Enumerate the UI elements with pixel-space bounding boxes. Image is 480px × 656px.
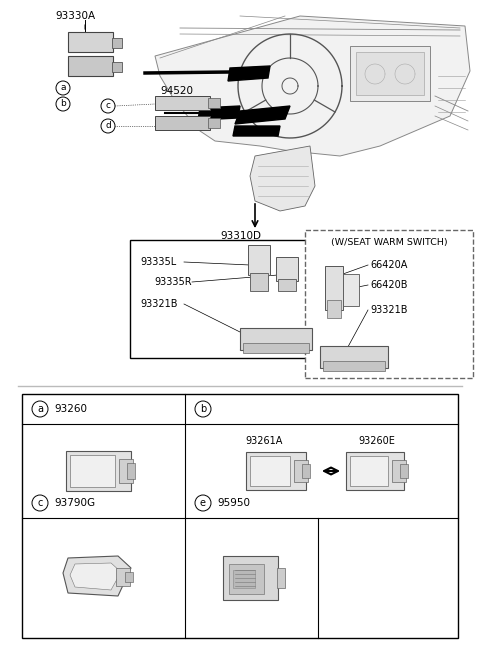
Bar <box>276 257 298 281</box>
Bar <box>350 456 388 486</box>
Polygon shape <box>63 556 131 596</box>
Bar <box>346 452 404 490</box>
Polygon shape <box>70 563 121 590</box>
Bar <box>243 343 309 353</box>
Text: 93790G: 93790G <box>54 498 95 508</box>
Text: 95950: 95950 <box>217 498 250 508</box>
Bar <box>278 279 296 291</box>
Polygon shape <box>155 16 470 156</box>
Bar <box>155 116 210 130</box>
Bar <box>68 32 113 52</box>
Polygon shape <box>228 66 270 81</box>
Bar <box>392 460 406 482</box>
Text: b: b <box>60 100 66 108</box>
Bar <box>400 464 408 478</box>
Bar <box>277 568 285 588</box>
Bar <box>68 56 113 76</box>
Text: 93330A: 93330A <box>55 11 95 21</box>
Bar <box>233 570 255 588</box>
Bar <box>250 456 290 486</box>
Bar <box>119 459 133 483</box>
Bar <box>250 273 268 291</box>
Text: a: a <box>60 83 66 92</box>
Bar <box>208 98 220 108</box>
Bar <box>240 328 312 350</box>
Bar <box>343 274 359 306</box>
Bar <box>116 568 130 586</box>
Bar <box>246 452 306 490</box>
Text: 93261A: 93261A <box>245 436 283 446</box>
Text: c: c <box>106 102 110 110</box>
Text: c: c <box>37 498 43 508</box>
Bar <box>248 245 270 275</box>
Text: 94520: 94520 <box>160 86 193 96</box>
Bar <box>127 463 135 479</box>
Bar <box>66 451 131 491</box>
Text: (W/SEAT WARM SWITCH): (W/SEAT WARM SWITCH) <box>331 237 447 247</box>
Bar <box>356 52 424 95</box>
Text: 66420B: 66420B <box>370 280 408 290</box>
Text: 93260: 93260 <box>54 404 87 414</box>
Text: 93310D: 93310D <box>220 231 261 241</box>
Bar <box>327 300 341 318</box>
Polygon shape <box>235 106 290 124</box>
Bar <box>70 455 115 487</box>
Polygon shape <box>250 146 315 211</box>
Bar <box>302 464 310 478</box>
Text: a: a <box>37 404 43 414</box>
Bar <box>208 118 220 128</box>
Bar <box>229 564 264 594</box>
Bar <box>22 394 458 638</box>
Text: 93321B: 93321B <box>370 305 408 315</box>
Bar <box>320 346 388 368</box>
Text: 93321B: 93321B <box>140 299 178 309</box>
Bar <box>305 230 473 378</box>
Text: b: b <box>200 404 206 414</box>
Text: 93335L: 93335L <box>140 257 176 267</box>
Text: e: e <box>200 498 206 508</box>
Text: d: d <box>105 121 111 131</box>
Polygon shape <box>233 126 280 136</box>
Text: 66420A: 66420A <box>370 260 408 270</box>
Text: 93335R: 93335R <box>154 277 192 287</box>
Bar <box>294 460 308 482</box>
Bar <box>155 96 210 110</box>
Bar <box>223 556 278 600</box>
Bar <box>125 572 133 582</box>
Text: 93260E: 93260E <box>359 436 396 446</box>
Bar <box>130 240 308 358</box>
Bar <box>323 361 385 371</box>
Bar <box>112 38 122 48</box>
Bar <box>112 62 122 72</box>
Bar <box>325 266 343 310</box>
Bar <box>350 46 430 101</box>
Polygon shape <box>198 106 240 120</box>
